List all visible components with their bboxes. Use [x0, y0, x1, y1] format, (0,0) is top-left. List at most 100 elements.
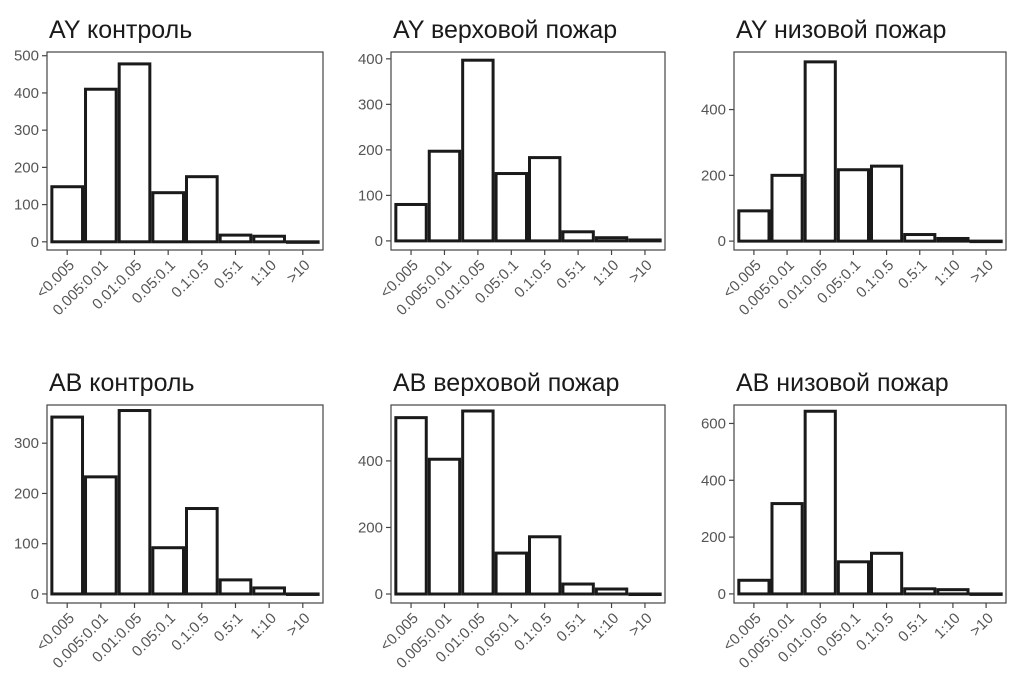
y-tick-label: 400 — [14, 85, 39, 102]
histogram-bar — [628, 592, 662, 597]
chart-panel: AY контроль0100200300400500<0.0050.005:0… — [14, 16, 324, 319]
panel-title: AB верховой пожар — [393, 369, 619, 397]
histogram-bar — [836, 168, 871, 243]
x-tick-label: >10 — [284, 610, 314, 640]
y-tick-label: 200 — [14, 159, 39, 176]
histogram-bar — [494, 172, 528, 243]
panel-border — [390, 404, 666, 604]
histogram-bar — [285, 592, 320, 596]
x-tick-label: 1:10 — [247, 257, 280, 290]
x-tick-label: >10 — [967, 257, 997, 287]
panel-title: AY низовой пожар — [736, 16, 946, 44]
panel-border — [733, 404, 1007, 604]
histogram-bar — [936, 236, 970, 243]
y-tick-label: 300 — [14, 122, 39, 139]
histogram-bar — [117, 409, 152, 596]
panel-title: AY верховой пожар — [393, 16, 617, 44]
x-tick-label: 0.1:0.5 — [511, 257, 555, 301]
histogram-bar — [185, 507, 219, 596]
y-tick-label: 200 — [14, 485, 39, 502]
y-tick-label: 200 — [701, 167, 726, 184]
y-tick-label: 300 — [358, 96, 383, 113]
panel-border — [733, 51, 1007, 251]
histogram-bar — [561, 582, 595, 596]
histogram-bar — [969, 239, 1003, 244]
panel-title: AB низовой пожар — [736, 369, 949, 397]
chart-panel: AY верховой пожар0100200300400<0.0050.00… — [358, 16, 666, 319]
histogram-bar — [151, 546, 185, 596]
panel-border — [46, 404, 324, 604]
histogram-bar — [737, 209, 771, 243]
y-tick-label: 200 — [358, 142, 383, 159]
y-tick-label: 200 — [701, 529, 726, 546]
histogram-bar — [252, 586, 286, 596]
histogram-bar — [870, 164, 904, 243]
x-tick-label: 1:10 — [590, 610, 623, 643]
panel-title: AY контроль — [49, 16, 192, 44]
histogram-bar — [50, 185, 85, 244]
x-tick-label: 1:10 — [590, 257, 623, 290]
histogram-bar — [185, 175, 219, 244]
x-tick-label: 0.1:0.5 — [511, 610, 555, 654]
y-tick-label: 0 — [375, 233, 383, 250]
histogram-bar — [151, 191, 185, 244]
y-tick-label: 0 — [375, 586, 383, 603]
chart-panel: AB верховой пожар0200400<0.0050.005:0.01… — [358, 369, 666, 672]
y-tick-label: 300 — [14, 435, 39, 452]
histogram-bar — [803, 60, 837, 243]
x-tick-label: 0.5:1 — [211, 257, 247, 293]
histogram-bar — [770, 502, 804, 596]
histogram-bar — [770, 173, 804, 243]
x-tick-label: 0.1:0.5 — [853, 610, 897, 654]
histogram-bar — [936, 588, 970, 596]
histogram-bar — [461, 409, 495, 596]
y-tick-label: 400 — [701, 472, 726, 489]
y-tick-label: 400 — [358, 453, 383, 470]
y-tick-label: 400 — [701, 102, 726, 119]
y-tick-label: 0 — [31, 586, 39, 603]
x-tick-label: >10 — [626, 610, 656, 640]
histogram-bar — [803, 409, 837, 596]
y-tick-label: 0 — [31, 234, 39, 251]
histogram-bar — [285, 240, 320, 244]
histogram-bar — [836, 560, 871, 596]
histogram-bar — [494, 551, 528, 596]
x-tick-label: >10 — [967, 610, 997, 640]
chart-panel: AY низовой пожар0200400<0.0050.005:0.010… — [701, 16, 1007, 319]
histogram-bar — [903, 587, 937, 596]
y-tick-label: 400 — [358, 51, 383, 68]
histogram-bar — [461, 58, 495, 243]
panel-border — [46, 51, 324, 251]
histogram-bar — [427, 457, 462, 596]
histogram-bar — [252, 234, 286, 244]
x-tick-label: 0.1:0.5 — [168, 257, 212, 301]
x-tick-label: >10 — [626, 257, 656, 287]
histogram-bar — [84, 475, 118, 596]
x-tick-label: 0.5:1 — [895, 257, 931, 293]
histogram-bar — [628, 238, 662, 243]
histogram-bar — [561, 230, 595, 243]
x-tick-label: 1:10 — [931, 610, 964, 643]
x-tick-label: 1:10 — [247, 610, 280, 643]
histogram-bar — [394, 202, 428, 243]
x-tick-label: 0.5:1 — [211, 610, 247, 646]
y-tick-label: 0 — [718, 586, 726, 603]
panel-title: AB контроль — [49, 369, 195, 397]
x-tick-label: >10 — [284, 257, 314, 287]
histogram-bar — [528, 156, 562, 243]
histogram-bar — [84, 87, 118, 244]
y-tick-label: 200 — [358, 519, 383, 536]
x-tick-label: 0.5:1 — [553, 610, 589, 646]
histogram-bar — [427, 149, 462, 243]
y-tick-label: 0 — [718, 233, 726, 250]
histogram-bar — [737, 578, 771, 596]
y-tick-label: 100 — [14, 197, 39, 214]
histogram-bar — [528, 535, 562, 596]
histogram-bar — [594, 587, 629, 596]
histogram-bar — [218, 233, 253, 244]
y-tick-label: 600 — [701, 415, 726, 432]
histogram-bar — [117, 62, 152, 244]
histogram-bar — [870, 551, 904, 596]
histogram-bar — [218, 578, 253, 596]
